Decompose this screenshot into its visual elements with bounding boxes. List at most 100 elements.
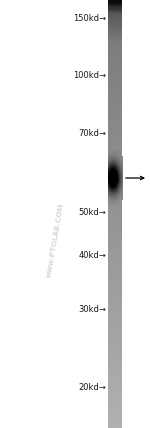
Bar <box>108 21 122 22</box>
Bar <box>119 192 120 193</box>
Bar <box>119 169 120 170</box>
Bar <box>108 210 122 211</box>
Bar <box>122 167 123 168</box>
Bar <box>121 170 122 171</box>
Bar <box>119 154 120 155</box>
Bar <box>108 94 122 96</box>
Bar <box>112 150 113 151</box>
Bar <box>116 202 117 203</box>
Bar <box>108 2 122 4</box>
Bar <box>113 200 114 201</box>
Bar <box>109 166 110 167</box>
Bar <box>119 174 120 175</box>
Bar <box>118 153 119 154</box>
Bar <box>108 172 122 174</box>
Bar <box>114 173 115 174</box>
Bar <box>113 201 114 202</box>
Bar <box>117 203 118 204</box>
Bar <box>113 177 114 178</box>
Bar <box>117 170 118 171</box>
Bar <box>108 201 122 203</box>
Bar <box>119 184 120 185</box>
Bar <box>120 198 121 199</box>
Bar <box>108 188 109 189</box>
Bar <box>117 161 118 162</box>
Bar <box>108 1 122 3</box>
Bar <box>121 182 122 183</box>
Bar <box>108 259 122 261</box>
Bar <box>109 168 110 169</box>
Bar <box>108 25 122 26</box>
Bar <box>112 173 113 174</box>
Bar <box>116 171 117 172</box>
Bar <box>112 202 113 203</box>
Bar <box>110 190 111 191</box>
Bar <box>111 170 112 171</box>
Bar <box>115 182 116 183</box>
Bar <box>111 150 112 151</box>
Bar <box>108 253 122 254</box>
Bar <box>108 96 122 98</box>
Bar <box>117 162 118 163</box>
Bar <box>108 8 122 9</box>
Bar <box>110 154 111 155</box>
Bar <box>108 293 122 295</box>
Bar <box>108 110 122 112</box>
Bar <box>118 180 119 181</box>
Bar <box>121 186 122 187</box>
Bar <box>108 278 122 280</box>
Bar <box>109 184 110 185</box>
Bar <box>108 39 122 40</box>
Bar <box>120 179 121 180</box>
Bar <box>108 354 122 356</box>
Bar <box>114 152 115 153</box>
Bar <box>112 196 113 197</box>
Bar <box>108 51 122 53</box>
Bar <box>108 196 109 197</box>
Bar <box>112 160 113 161</box>
Bar <box>108 136 122 137</box>
Bar <box>108 156 122 158</box>
Bar <box>108 166 122 167</box>
Bar <box>108 308 122 310</box>
Bar <box>111 172 112 173</box>
Bar <box>114 168 115 169</box>
Bar <box>115 180 116 181</box>
Bar <box>113 198 114 199</box>
Bar <box>108 406 122 407</box>
Bar <box>112 169 113 170</box>
Bar <box>122 168 123 169</box>
Bar <box>113 174 114 175</box>
Bar <box>113 206 114 207</box>
Bar <box>112 194 113 195</box>
Bar <box>111 206 112 207</box>
Bar <box>108 98 122 99</box>
Bar <box>115 165 116 166</box>
Bar <box>108 116 122 117</box>
Bar <box>114 183 115 184</box>
Bar <box>115 199 116 200</box>
Bar <box>108 201 109 202</box>
Bar <box>114 166 115 167</box>
Bar <box>111 177 112 178</box>
Bar <box>109 200 110 201</box>
Bar <box>108 180 122 181</box>
Bar <box>108 66 122 68</box>
Bar <box>120 192 121 193</box>
Bar <box>111 165 112 166</box>
Bar <box>113 154 114 155</box>
Bar <box>113 167 114 168</box>
Bar <box>109 169 110 170</box>
Bar <box>114 185 115 186</box>
Bar <box>108 426 122 428</box>
Bar <box>113 182 114 183</box>
Bar <box>109 163 110 164</box>
Bar <box>118 192 119 193</box>
Bar <box>108 250 122 251</box>
Bar <box>117 198 118 199</box>
Bar <box>108 185 122 187</box>
Bar <box>109 156 110 157</box>
Bar <box>117 169 118 170</box>
Bar <box>108 357 122 359</box>
Bar <box>108 172 109 173</box>
